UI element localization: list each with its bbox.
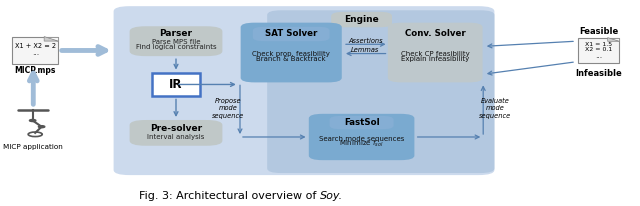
Polygon shape xyxy=(44,37,58,41)
FancyBboxPatch shape xyxy=(332,12,392,27)
Text: ...: ... xyxy=(31,48,39,57)
FancyBboxPatch shape xyxy=(396,27,476,41)
Text: Soy.: Soy. xyxy=(320,191,343,201)
Text: X2 = 0.1: X2 = 0.1 xyxy=(585,47,612,52)
Text: MICP application: MICP application xyxy=(3,144,63,150)
FancyBboxPatch shape xyxy=(241,23,342,82)
Polygon shape xyxy=(44,37,58,41)
Text: Parse MPS file: Parse MPS file xyxy=(152,39,200,45)
Text: Fig. 3: Architectural overview of: Fig. 3: Architectural overview of xyxy=(139,191,320,201)
Text: Conv. Solver: Conv. Solver xyxy=(405,29,465,39)
FancyBboxPatch shape xyxy=(130,26,223,56)
FancyBboxPatch shape xyxy=(308,114,415,160)
Text: Pre-solver: Pre-solver xyxy=(150,124,202,133)
FancyBboxPatch shape xyxy=(130,120,223,146)
Text: Assertions: Assertions xyxy=(348,38,383,44)
Text: MICP.mps: MICP.mps xyxy=(15,66,56,75)
FancyBboxPatch shape xyxy=(268,10,494,173)
FancyBboxPatch shape xyxy=(12,37,58,64)
Text: Parser: Parser xyxy=(159,29,193,38)
Text: Check prop. feasibility: Check prop. feasibility xyxy=(252,51,330,57)
FancyBboxPatch shape xyxy=(578,38,620,63)
Text: Find logical constraints: Find logical constraints xyxy=(136,44,216,50)
Text: Interval analysis: Interval analysis xyxy=(147,133,205,140)
Circle shape xyxy=(29,119,36,122)
FancyBboxPatch shape xyxy=(114,6,494,175)
FancyBboxPatch shape xyxy=(253,27,330,41)
Text: ...: ... xyxy=(595,50,602,60)
Text: Propose
mode
sequence: Propose mode sequence xyxy=(212,98,244,119)
Polygon shape xyxy=(608,38,620,41)
Text: Engine: Engine xyxy=(344,15,379,24)
Text: Minimize $f_{sol}$: Minimize $f_{sol}$ xyxy=(339,139,384,149)
Text: Search mode sequences: Search mode sequences xyxy=(319,136,404,142)
Text: Infeasible: Infeasible xyxy=(575,69,622,78)
Text: Branch & Backtrack: Branch & Backtrack xyxy=(257,56,326,62)
FancyBboxPatch shape xyxy=(152,73,200,96)
FancyBboxPatch shape xyxy=(388,23,483,82)
Text: Feasible: Feasible xyxy=(579,27,618,36)
FancyBboxPatch shape xyxy=(330,116,394,129)
Polygon shape xyxy=(608,38,620,41)
Circle shape xyxy=(38,126,45,128)
Text: X1 + X2 = 2: X1 + X2 = 2 xyxy=(15,43,56,49)
Text: Lemmas: Lemmas xyxy=(351,47,380,53)
Text: X1 = 1.5: X1 = 1.5 xyxy=(585,42,612,47)
Text: SAT Solver: SAT Solver xyxy=(265,29,317,39)
Text: IR: IR xyxy=(169,78,183,91)
Text: Evaluate
mode
sequence: Evaluate mode sequence xyxy=(479,98,511,119)
Text: FastSol: FastSol xyxy=(344,118,380,127)
Text: Check CP feasibility: Check CP feasibility xyxy=(401,51,470,57)
Text: Explain infeasibility: Explain infeasibility xyxy=(401,56,469,62)
